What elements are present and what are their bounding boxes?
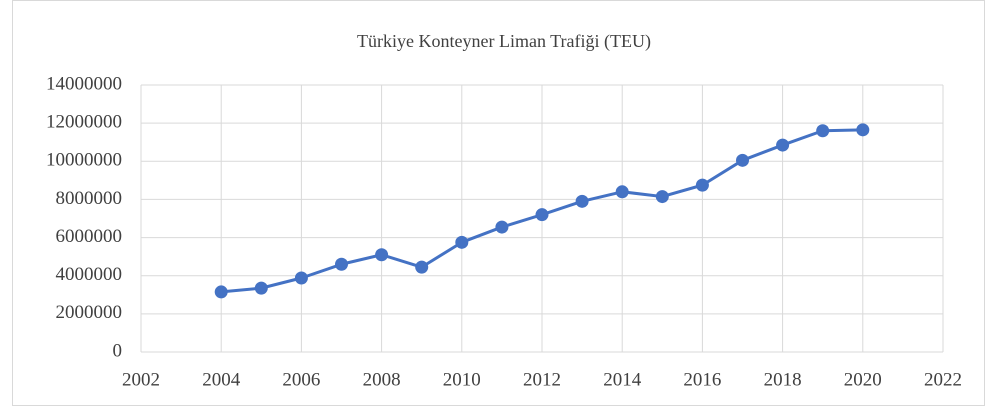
data-point: [535, 208, 549, 222]
x-tick-label: 2012: [523, 369, 561, 390]
data-point: [415, 260, 429, 274]
data-point: [214, 285, 228, 299]
data-point: [254, 281, 268, 295]
data-point: [575, 194, 589, 208]
y-tick-label: 12000000: [46, 112, 122, 133]
data-point: [615, 185, 629, 199]
x-tick-label: 2010: [443, 369, 481, 390]
x-tick-label: 2014: [603, 369, 642, 390]
data-point: [294, 271, 308, 285]
chart-title: Türkiye Konteyner Liman Trafiği (TEU): [357, 31, 651, 52]
x-tick-label: 2016: [683, 369, 721, 390]
x-tick-label: 2008: [363, 369, 401, 390]
data-point: [695, 178, 709, 192]
y-tick-label: 6000000: [56, 226, 123, 247]
y-tick-label: 14000000: [46, 73, 122, 94]
data-point: [495, 220, 509, 234]
data-point: [375, 248, 389, 262]
data-point: [776, 138, 790, 152]
chart-border: [12, 0, 985, 406]
data-point: [335, 257, 348, 271]
data-point: [816, 124, 830, 138]
y-tick-label: 4000000: [56, 264, 123, 285]
data-point: [655, 190, 669, 204]
x-tick-label: 2018: [764, 369, 802, 390]
x-tick-label: 2006: [282, 369, 320, 390]
x-tick-label: 2004: [202, 369, 241, 390]
y-tick-label: 0: [113, 340, 123, 361]
x-tick-label: 2020: [844, 369, 882, 390]
y-tick-label: 2000000: [56, 302, 123, 323]
data-point: [736, 153, 749, 167]
data-point: [856, 123, 870, 137]
data-point: [455, 235, 469, 249]
y-tick-label: 10000000: [46, 150, 122, 171]
x-tick-label: 2002: [122, 369, 160, 390]
y-tick-label: 8000000: [56, 188, 123, 209]
x-tick-label: 2022: [924, 369, 962, 390]
